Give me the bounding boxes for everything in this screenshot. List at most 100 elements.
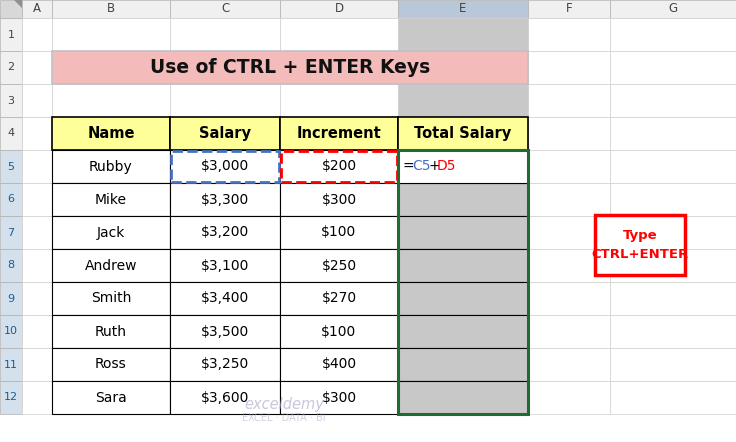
Text: Smith: Smith xyxy=(91,292,131,305)
Bar xyxy=(22,0,52,18)
Bar xyxy=(398,282,528,315)
Bar xyxy=(0,18,22,51)
Text: Salary: Salary xyxy=(199,126,251,141)
Bar xyxy=(170,117,280,150)
Bar xyxy=(398,183,528,216)
Bar xyxy=(398,51,528,84)
Bar xyxy=(398,18,528,51)
Bar xyxy=(170,315,280,348)
Bar xyxy=(398,381,528,414)
Bar xyxy=(398,381,528,414)
Text: 11: 11 xyxy=(4,359,18,370)
Bar xyxy=(398,348,528,381)
Bar xyxy=(52,0,170,18)
Bar xyxy=(610,51,736,84)
Text: CTRL+ENTER: CTRL+ENTER xyxy=(591,248,689,262)
Bar xyxy=(610,381,736,414)
Bar xyxy=(280,348,398,381)
Text: $100: $100 xyxy=(322,225,357,240)
Text: 2: 2 xyxy=(7,62,15,72)
Text: Sara: Sara xyxy=(95,390,127,404)
Bar xyxy=(52,216,170,249)
Text: Total Salary: Total Salary xyxy=(414,126,512,141)
Bar xyxy=(52,282,170,315)
Bar xyxy=(280,381,398,414)
Bar xyxy=(52,150,170,183)
Bar xyxy=(171,151,279,182)
Bar xyxy=(398,348,528,381)
Bar xyxy=(22,315,52,348)
Text: $3,400: $3,400 xyxy=(201,292,249,305)
Bar xyxy=(528,282,610,315)
Bar xyxy=(280,150,398,183)
Text: C: C xyxy=(221,3,229,15)
Bar xyxy=(280,249,398,282)
Bar xyxy=(22,348,52,381)
Text: A: A xyxy=(33,3,41,15)
Text: +: + xyxy=(428,160,439,174)
Bar xyxy=(398,84,528,117)
Bar xyxy=(398,249,528,282)
Bar xyxy=(0,315,22,348)
Bar xyxy=(280,18,398,51)
Bar xyxy=(398,150,528,183)
Bar xyxy=(52,51,528,84)
Bar xyxy=(170,381,280,414)
Bar xyxy=(610,150,736,183)
Bar xyxy=(398,183,528,216)
Bar xyxy=(280,315,398,348)
Bar xyxy=(170,348,280,381)
Bar xyxy=(280,216,398,249)
Bar xyxy=(528,315,610,348)
Bar xyxy=(52,183,170,216)
Text: Ross: Ross xyxy=(95,358,127,371)
Bar xyxy=(170,84,280,117)
Bar xyxy=(0,216,22,249)
Bar xyxy=(170,216,280,249)
Text: $3,500: $3,500 xyxy=(201,324,249,339)
Bar xyxy=(22,51,52,84)
Bar xyxy=(610,282,736,315)
Text: Name: Name xyxy=(88,126,135,141)
Text: 7: 7 xyxy=(7,228,15,237)
Bar xyxy=(170,315,280,348)
Bar xyxy=(398,348,528,381)
Bar xyxy=(52,183,170,216)
Text: 12: 12 xyxy=(4,392,18,403)
Bar xyxy=(280,183,398,216)
Bar xyxy=(398,249,528,282)
Bar xyxy=(610,348,736,381)
Bar xyxy=(170,216,280,249)
Bar xyxy=(280,84,398,117)
Bar xyxy=(398,51,528,84)
Text: $3,000: $3,000 xyxy=(201,160,249,174)
Bar xyxy=(52,18,170,51)
Text: Increment: Increment xyxy=(297,126,381,141)
Bar xyxy=(398,117,528,150)
Bar xyxy=(280,51,398,84)
Bar xyxy=(0,282,22,315)
Bar xyxy=(280,150,398,183)
Text: $100: $100 xyxy=(322,324,357,339)
Bar xyxy=(398,381,528,414)
Bar xyxy=(528,84,610,117)
Bar xyxy=(528,18,610,51)
Bar xyxy=(0,249,22,282)
Bar xyxy=(528,381,610,414)
Bar xyxy=(610,117,736,150)
Text: $400: $400 xyxy=(322,358,356,371)
Text: D: D xyxy=(334,3,344,15)
Bar xyxy=(398,117,528,150)
Text: Ruth: Ruth xyxy=(95,324,127,339)
Bar xyxy=(22,282,52,315)
Bar xyxy=(528,117,610,150)
Bar xyxy=(52,249,170,282)
Bar xyxy=(22,249,52,282)
Bar xyxy=(52,381,170,414)
Bar xyxy=(398,315,528,348)
Bar xyxy=(610,18,736,51)
Bar xyxy=(52,249,170,282)
Text: $300: $300 xyxy=(322,390,356,404)
Bar xyxy=(398,117,528,150)
Bar xyxy=(0,51,22,84)
